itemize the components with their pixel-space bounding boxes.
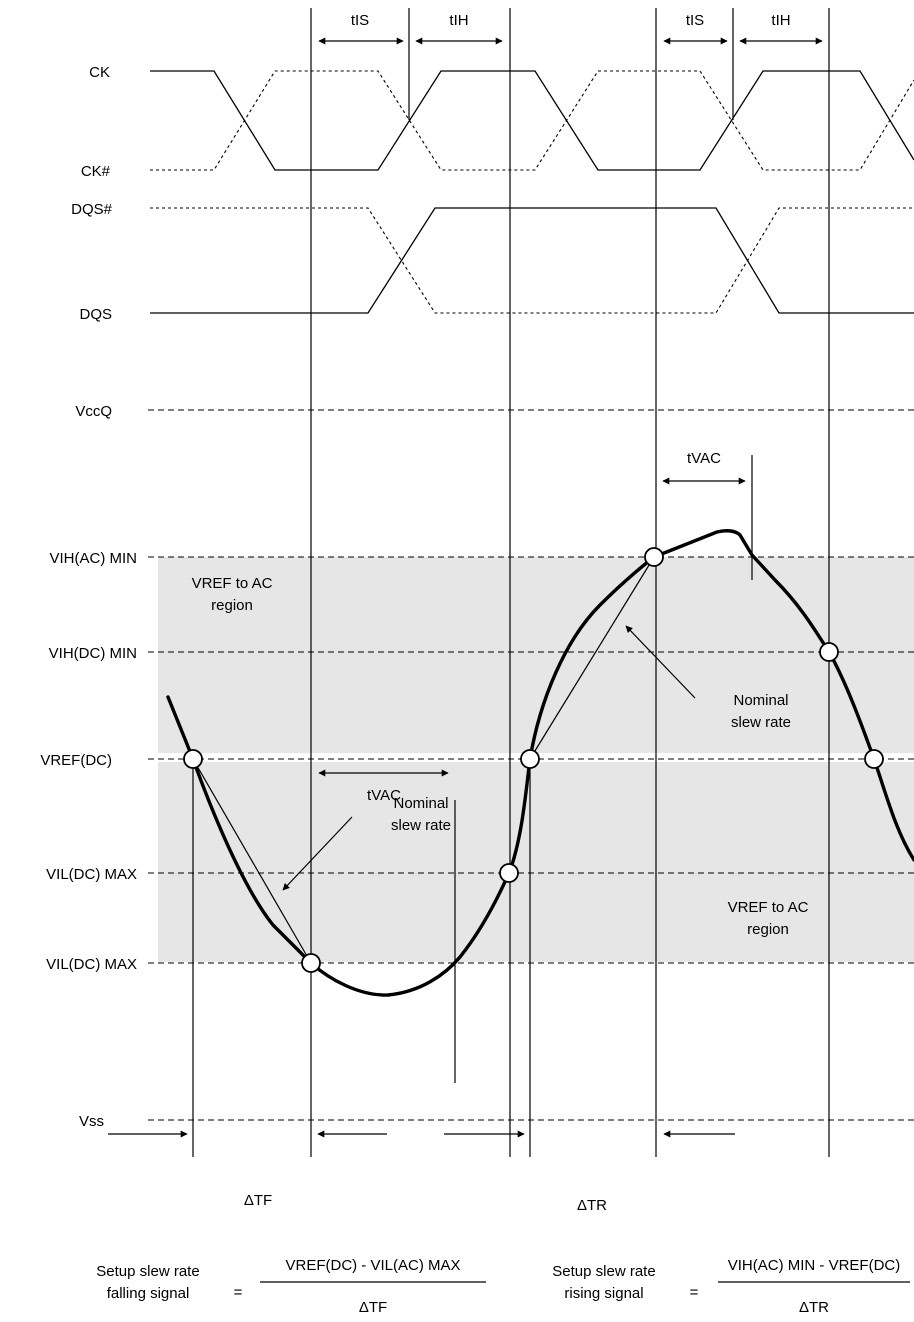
tvac-label-upper: tVAC [687,450,721,467]
ck-n-label: CK# [81,163,111,180]
voltage-labels: VccQ VIH(AC) MIN VIH(DC) MIN VREF(DC) VI… [40,403,137,1130]
ck-n-waveform [150,70,914,171]
nominal-label-lower-1: Nominal [393,795,448,812]
dqs-waveform [150,207,914,314]
delta-tr-label: ΔTR [577,1197,607,1214]
rising-formula-equals: = [690,1284,699,1301]
falling-formula-label-1: Setup slew rate [96,1263,199,1280]
falling-formula-equals: = [234,1284,243,1301]
falling-slew-rate-formula: Setup slew rate falling signal = VREF(DC… [96,1257,486,1316]
tih-label-2: tIH [771,12,790,29]
nominal-label-upper-2: slew rate [731,714,791,731]
rising-formula-label-2: rising signal [564,1285,643,1302]
region-label-lower-2: region [747,921,789,938]
nominal-pointer-falling [282,816,353,891]
nominal-pointer-rising [625,625,696,699]
tvac-label-lower: tVAC [367,787,401,804]
vref-dc-label: VREF(DC) [40,752,112,769]
falling-formula-numerator: VREF(DC) - VIL(AC) MAX [285,1257,460,1274]
point-vil-falling [301,953,321,973]
vil-dc-max-label-2: VIL(DC) MAX [46,956,137,973]
point-vref-falling-2 [864,749,884,769]
crossing-points [183,547,884,973]
dqs-n-waveform [150,207,914,314]
nominal-slew-line-rising [529,556,655,760]
vref-to-ac-region-upper [158,557,914,753]
dqs-label: DQS [79,306,112,323]
region-labels: VREF to AC region VREF to AC region [192,575,809,938]
ck-label: CK [89,64,110,81]
vccq-label: VccQ [75,403,112,420]
point-vref-rising [520,749,540,769]
region-label-lower-1: VREF to AC [728,899,809,916]
ck-waveform [150,70,914,171]
delta-tf-label: ΔTF [244,1192,272,1209]
vref-to-ac-region-lower [158,762,914,962]
vih-ac-min-label: VIH(AC) MIN [50,550,138,567]
vss-label: Vss [79,1113,104,1130]
timing-labels: tIS tIH tIS tIH tVAC tVAC ΔTF ΔTR [244,12,791,1214]
timing-arrows [108,37,823,1138]
point-vil-rising [499,863,519,883]
tih-label-1: tIH [449,12,468,29]
rising-slew-rate-formula: Setup slew rate rising signal = VIH(AC) … [552,1257,910,1316]
region-label-upper-2: region [211,597,253,614]
point-vih-ac-rising [644,547,664,567]
rising-formula-numerator: VIH(AC) MIN - VREF(DC) [728,1257,901,1274]
falling-formula-label-2: falling signal [107,1285,190,1302]
point-vih-dc-falling [819,642,839,662]
rising-formula-denominator: ΔTR [799,1299,829,1316]
tis-label-2: tIS [686,12,704,29]
nominal-slew-line-falling [192,758,312,964]
vih-dc-min-label: VIH(DC) MIN [49,645,137,662]
point-vref-falling [183,749,203,769]
signal-labels: CK CK# DQS# DQS [71,64,113,323]
nominal-label-upper-1: Nominal [733,692,788,709]
rising-formula-label-1: Setup slew rate [552,1263,655,1280]
tis-label-1: tIS [351,12,369,29]
nominal-slew-rate-labels: Nominal slew rate Nominal slew rate [391,692,791,834]
vil-dc-max-label-1: VIL(DC) MAX [46,866,137,883]
region-label-upper-1: VREF to AC [192,575,273,592]
falling-formula-denominator: ΔTF [359,1299,387,1316]
nominal-label-lower-2: slew rate [391,817,451,834]
dqs-n-label: DQS# [71,201,113,218]
